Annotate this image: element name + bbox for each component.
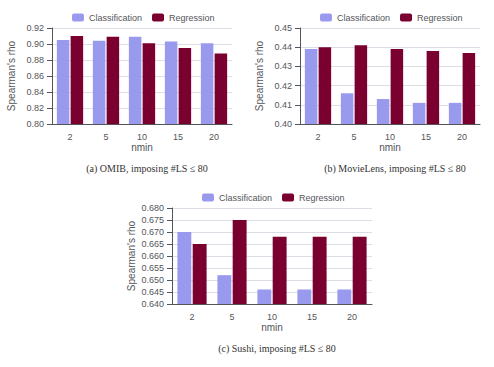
svg-text:0.675: 0.675 — [141, 215, 164, 225]
svg-text:0.40: 0.40 — [274, 119, 292, 129]
svg-text:nmin: nmin — [379, 142, 401, 153]
svg-text:0.92: 0.92 — [26, 23, 44, 33]
svg-text:5: 5 — [103, 132, 108, 142]
svg-text:Spearman's rho: Spearman's rho — [126, 220, 137, 291]
svg-text:10: 10 — [385, 132, 395, 142]
svg-text:10: 10 — [267, 312, 277, 322]
svg-text:Regression: Regression — [417, 13, 463, 23]
svg-text:15: 15 — [307, 312, 317, 322]
svg-text:0.44: 0.44 — [274, 42, 292, 52]
svg-text:5: 5 — [351, 132, 356, 142]
svg-text:Classification: Classification — [337, 13, 390, 23]
svg-text:Regression: Regression — [299, 193, 345, 203]
svg-text:0.82: 0.82 — [26, 103, 44, 113]
svg-text:0.670: 0.670 — [141, 227, 164, 237]
svg-text:0.80: 0.80 — [26, 119, 44, 129]
svg-text:nmin: nmin — [131, 142, 153, 153]
svg-text:0.90: 0.90 — [26, 39, 44, 49]
svg-text:(b) MovieLens, imposing #LS ≤: (b) MovieLens, imposing #LS ≤ 80 — [324, 163, 466, 175]
svg-text:0.84: 0.84 — [26, 87, 44, 97]
svg-text:0.680: 0.680 — [141, 203, 164, 213]
svg-text:20: 20 — [209, 132, 219, 142]
svg-text:Classification: Classification — [89, 13, 142, 23]
svg-text:Classification: Classification — [219, 193, 272, 203]
svg-text:(c) Sushi, imposing #LS ≤ 80: (c) Sushi, imposing #LS ≤ 80 — [218, 343, 336, 355]
svg-text:0.42: 0.42 — [274, 81, 292, 91]
svg-text:2: 2 — [315, 132, 320, 142]
svg-text:20: 20 — [457, 132, 467, 142]
svg-text:Regression: Regression — [169, 13, 215, 23]
svg-text:0.45: 0.45 — [274, 23, 292, 33]
svg-text:(a) OMIB, imposing #LS ≤ 80: (a) OMIB, imposing #LS ≤ 80 — [86, 163, 208, 175]
svg-text:0.41: 0.41 — [274, 100, 292, 110]
svg-text:0.655: 0.655 — [141, 263, 164, 273]
svg-text:0.640: 0.640 — [141, 299, 164, 309]
svg-text:2: 2 — [189, 312, 194, 322]
svg-text:0.86: 0.86 — [26, 71, 44, 81]
svg-text:0.650: 0.650 — [141, 275, 164, 285]
svg-text:15: 15 — [173, 132, 183, 142]
svg-text:20: 20 — [347, 312, 357, 322]
svg-text:0.660: 0.660 — [141, 251, 164, 261]
svg-text:0.645: 0.645 — [141, 287, 164, 297]
svg-text:Spearman's rho: Spearman's rho — [254, 40, 265, 111]
svg-text:10: 10 — [137, 132, 147, 142]
svg-text:0.665: 0.665 — [141, 239, 164, 249]
svg-text:2: 2 — [67, 132, 72, 142]
svg-text:5: 5 — [229, 312, 234, 322]
svg-text:Spearman's rho: Spearman's rho — [6, 40, 17, 111]
svg-text:0.88: 0.88 — [26, 55, 44, 65]
svg-text:0.43: 0.43 — [274, 61, 292, 71]
svg-text:nmin: nmin — [261, 322, 283, 333]
svg-text:15: 15 — [421, 132, 431, 142]
